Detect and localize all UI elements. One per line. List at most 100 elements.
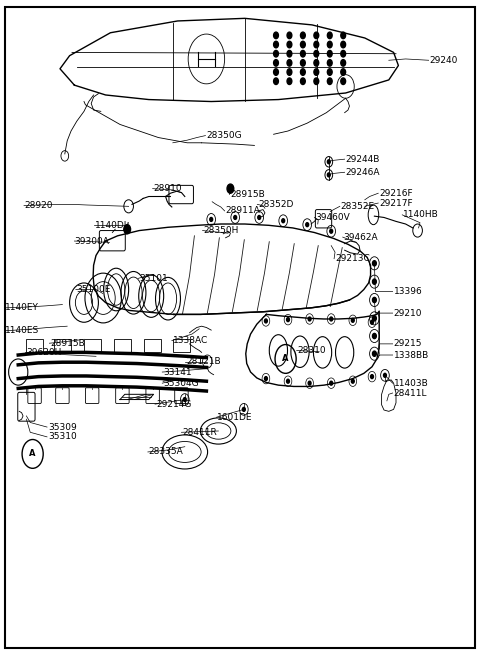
Circle shape [384, 373, 386, 377]
Text: 29240: 29240 [430, 56, 458, 65]
Text: A: A [282, 354, 289, 364]
Circle shape [183, 398, 186, 402]
Text: 28915B: 28915B [230, 190, 265, 199]
Circle shape [330, 317, 333, 321]
Circle shape [330, 229, 333, 233]
Text: 28352D: 28352D [258, 200, 294, 209]
Text: 28121B: 28121B [186, 357, 221, 366]
Circle shape [300, 60, 305, 66]
Text: 29214G: 29214G [156, 400, 192, 409]
Text: 28352E: 28352E [341, 202, 375, 211]
Circle shape [287, 78, 292, 84]
Circle shape [300, 32, 305, 39]
Circle shape [282, 219, 285, 223]
Circle shape [274, 41, 278, 48]
Circle shape [300, 50, 305, 57]
Circle shape [300, 69, 305, 75]
Circle shape [341, 41, 346, 48]
Circle shape [314, 78, 319, 84]
Text: 35101: 35101 [139, 274, 168, 283]
Circle shape [274, 69, 278, 75]
Circle shape [372, 261, 376, 266]
Circle shape [341, 60, 346, 66]
Circle shape [274, 32, 278, 39]
Circle shape [287, 32, 292, 39]
Circle shape [327, 78, 332, 84]
Circle shape [287, 41, 292, 48]
Circle shape [341, 50, 346, 57]
Text: 29210: 29210 [394, 309, 422, 318]
Circle shape [351, 379, 354, 383]
Circle shape [327, 32, 332, 39]
Circle shape [124, 225, 131, 234]
Circle shape [314, 50, 319, 57]
Text: 29217F: 29217F [379, 198, 413, 208]
Text: 39460V: 39460V [315, 213, 350, 222]
Circle shape [306, 223, 309, 227]
Text: 39300A: 39300A [74, 236, 109, 246]
Text: 11403B: 11403B [394, 379, 428, 388]
Circle shape [308, 381, 311, 385]
Circle shape [314, 60, 319, 66]
Text: 29215: 29215 [394, 339, 422, 348]
Text: 29216F: 29216F [379, 189, 413, 198]
Text: 29246A: 29246A [346, 168, 380, 177]
Circle shape [327, 160, 330, 164]
Text: 35309: 35309 [48, 422, 77, 432]
Text: 28411L: 28411L [394, 388, 427, 398]
Circle shape [287, 50, 292, 57]
Text: 28335A: 28335A [149, 447, 183, 457]
Text: 28350H: 28350H [204, 226, 239, 235]
Text: 28920: 28920 [24, 201, 52, 210]
Circle shape [308, 317, 311, 321]
Circle shape [341, 78, 346, 84]
Text: 28310: 28310 [298, 346, 326, 355]
Text: 28915B: 28915B [50, 339, 85, 348]
Circle shape [210, 217, 213, 221]
Text: 39462A: 39462A [344, 233, 378, 242]
Circle shape [242, 407, 245, 411]
Circle shape [327, 41, 332, 48]
Circle shape [327, 50, 332, 57]
Circle shape [372, 279, 376, 284]
Circle shape [274, 50, 278, 57]
Circle shape [258, 215, 261, 219]
Text: 13396: 13396 [394, 287, 422, 296]
Circle shape [314, 41, 319, 48]
Circle shape [341, 69, 346, 75]
Circle shape [371, 320, 373, 324]
Text: 39620H: 39620H [26, 348, 62, 357]
Circle shape [371, 375, 373, 379]
Circle shape [372, 316, 376, 321]
Text: 1338AC: 1338AC [173, 336, 208, 345]
Circle shape [287, 379, 289, 383]
Text: 1140ES: 1140ES [5, 326, 39, 335]
Circle shape [287, 69, 292, 75]
Circle shape [264, 319, 267, 323]
Text: 29213C: 29213C [335, 254, 370, 263]
Circle shape [341, 32, 346, 39]
Circle shape [227, 184, 234, 193]
Text: 1338BB: 1338BB [394, 350, 429, 360]
Circle shape [314, 69, 319, 75]
Text: 1140HB: 1140HB [403, 210, 439, 219]
Circle shape [300, 41, 305, 48]
Circle shape [274, 78, 278, 84]
Text: 35310: 35310 [48, 432, 77, 441]
Circle shape [287, 318, 289, 322]
Circle shape [264, 377, 267, 381]
Circle shape [372, 351, 376, 356]
Text: 1601DE: 1601DE [217, 413, 253, 422]
Text: 29244B: 29244B [346, 155, 380, 164]
Text: 33141: 33141 [163, 367, 192, 377]
Text: A: A [29, 449, 36, 458]
Circle shape [330, 381, 333, 385]
Circle shape [314, 32, 319, 39]
Circle shape [351, 318, 354, 322]
Circle shape [372, 297, 376, 303]
Circle shape [372, 333, 376, 339]
Text: 1140DJ: 1140DJ [95, 221, 127, 230]
Text: 1140EY: 1140EY [5, 303, 39, 312]
Circle shape [234, 215, 237, 219]
Circle shape [327, 69, 332, 75]
